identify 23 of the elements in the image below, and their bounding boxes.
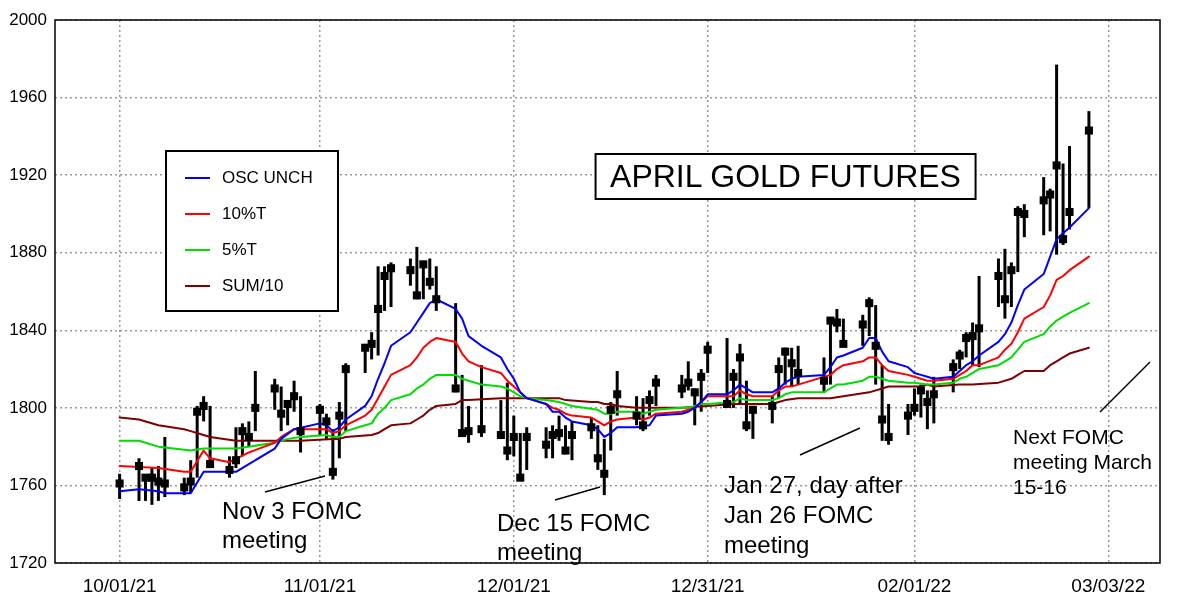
- x-tick-label: 12/01/21: [476, 574, 551, 596]
- y-tick-label: 1920: [9, 164, 47, 184]
- annotation: Nov 3 FOMC meeting: [222, 496, 363, 553]
- y-tick-label: 1880: [9, 242, 47, 262]
- legend-label: SUM/10: [222, 276, 284, 296]
- annotation: Dec 15 FOMC meeting: [497, 508, 651, 565]
- x-tick-label: 02/01/22: [877, 574, 952, 596]
- legend-label: OSC UNCH: [222, 168, 313, 188]
- x-tick-label: 12/31/21: [670, 574, 745, 596]
- annotation: Jan 27, day after Jan 26 FOMC meeting: [724, 470, 903, 558]
- y-tick-label: 2000: [9, 9, 47, 29]
- annotation: Next FOMC meeting March 15-16: [1013, 425, 1152, 499]
- legend-label: 10%T: [222, 204, 267, 224]
- x-tick-label: 10/01/21: [82, 574, 157, 596]
- y-tick-label: 1840: [9, 319, 47, 339]
- x-tick-label: 11/01/21: [283, 574, 357, 596]
- y-tick-label: 1960: [9, 87, 47, 107]
- y-tick-label: 1720: [9, 552, 47, 572]
- y-tick-label: 1760: [9, 475, 47, 495]
- x-tick-label: 03/03/22: [1071, 574, 1146, 596]
- y-tick-label: 1800: [9, 397, 47, 417]
- legend-label: 5%T: [222, 240, 257, 260]
- text: APRIL GOLD FUTURES: [594, 153, 977, 200]
